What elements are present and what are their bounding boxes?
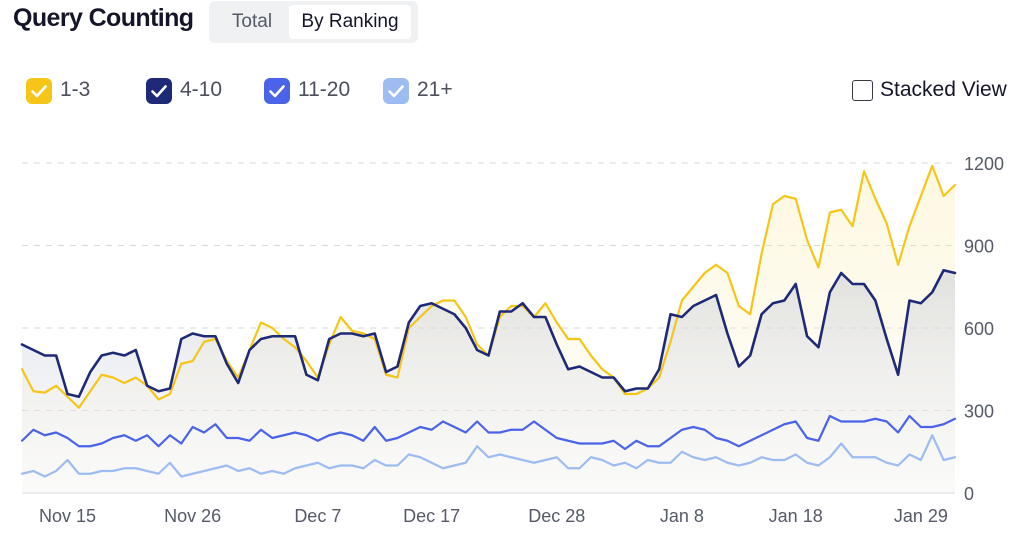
y-tick-label: 600 xyxy=(964,319,994,339)
area-4-10 xyxy=(22,270,955,493)
stacked-view-checkbox[interactable] xyxy=(852,80,873,101)
y-tick-label: 1200 xyxy=(964,154,1004,174)
series-line-11-20 xyxy=(20,414,957,451)
series-line-4-10 xyxy=(20,268,957,399)
y-tick-label: 0 xyxy=(964,484,974,504)
checkbox-21-plus[interactable] xyxy=(383,78,409,104)
x-tick-label: Nov 15 xyxy=(39,506,96,526)
tab-by-ranking[interactable]: By Ranking xyxy=(289,5,411,39)
x-tick-label: Jan 29 xyxy=(894,506,948,526)
y-tick-label: 900 xyxy=(964,237,994,257)
checkbox-11-20[interactable] xyxy=(264,78,290,104)
x-tick-label: Nov 26 xyxy=(164,506,221,526)
legend-label-4-10: 4-10 xyxy=(180,78,223,101)
x-tick-label: Dec 7 xyxy=(294,506,341,526)
line-chart: 0 300 600 900 1200 Nov 15 Nov 26 Dec 7 Dec 17 Dec… xyxy=(20,154,1004,526)
legend-label-21-plus: 21+ xyxy=(417,78,453,101)
x-tick-label: Dec 17 xyxy=(403,506,460,526)
view-toggle: Total By Ranking xyxy=(209,1,418,43)
tab-total[interactable]: Total xyxy=(231,11,273,32)
check-icon xyxy=(31,85,47,98)
check-icon xyxy=(388,85,404,98)
x-tick-label: Jan 8 xyxy=(660,506,704,526)
y-tick-label: 300 xyxy=(964,402,994,422)
check-icon xyxy=(151,85,167,98)
checkbox-1-3[interactable] xyxy=(26,78,52,104)
x-tick-label: Jan 18 xyxy=(769,506,823,526)
check-icon xyxy=(269,85,285,98)
legend-label-1-3: 1-3 xyxy=(60,78,91,101)
legend-label-11-20: 11-20 xyxy=(298,78,351,101)
x-tick-label: Dec 28 xyxy=(528,506,585,526)
series-line-21-plus xyxy=(20,434,957,478)
stacked-view-label: Stacked View xyxy=(880,78,1007,101)
checkbox-4-10[interactable] xyxy=(146,78,172,104)
page-title: Query Counting xyxy=(13,4,194,32)
